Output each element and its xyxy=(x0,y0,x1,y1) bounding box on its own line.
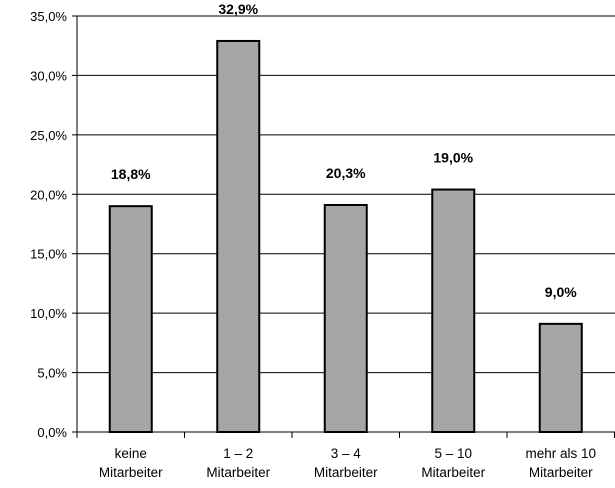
y-tick-label: 20,0% xyxy=(30,187,67,202)
x-category-label: mehr als 10 xyxy=(525,446,596,461)
bar xyxy=(431,188,476,433)
x-category-label: Mitarbeiter xyxy=(529,465,593,480)
bar xyxy=(323,203,368,433)
y-tick-label: 10,0% xyxy=(30,306,67,321)
data-label: 20,3% xyxy=(326,165,366,181)
x-category-label: Mitarbeiter xyxy=(206,465,270,480)
y-tick-label: 5,0% xyxy=(37,366,67,381)
bar xyxy=(216,39,261,434)
bar xyxy=(538,322,583,433)
x-axis-categories: keine Mitarbeiter 1 – 2 Mitarbeiter 3 – 4 Mit… xyxy=(99,446,596,480)
y-tick-label: 25,0% xyxy=(30,128,67,143)
x-category-label: 3 – 4 xyxy=(331,446,362,461)
data-label: 9,0% xyxy=(545,284,577,300)
y-tick-label: 0,0% xyxy=(37,425,67,440)
bars xyxy=(108,39,583,434)
x-category-label: Mitarbeiter xyxy=(99,465,163,480)
y-axis-ticks: 0,0% 5,0% 10,0% 15,0% 20,0% 25,0% 30,0% 35,0% xyxy=(30,9,615,440)
x-category-label: 1 – 2 xyxy=(223,446,253,461)
data-label: 19,0% xyxy=(433,150,473,166)
y-tick-label: 35,0% xyxy=(30,9,67,24)
x-category-label: 5 – 10 xyxy=(434,446,472,461)
data-label: 32,9% xyxy=(218,1,258,17)
x-category-label: Mitarbeiter xyxy=(314,465,378,480)
y-tick-label: 15,0% xyxy=(30,247,67,262)
bar xyxy=(108,205,153,433)
x-category-label: Mitarbeiter xyxy=(421,465,485,480)
y-tick-label: 30,0% xyxy=(30,68,67,83)
x-category-label: keine xyxy=(115,446,147,461)
data-labels: 18,8% 32,9% 20,3% 19,0% 9,0% xyxy=(111,1,577,300)
data-label: 18,8% xyxy=(111,166,151,182)
